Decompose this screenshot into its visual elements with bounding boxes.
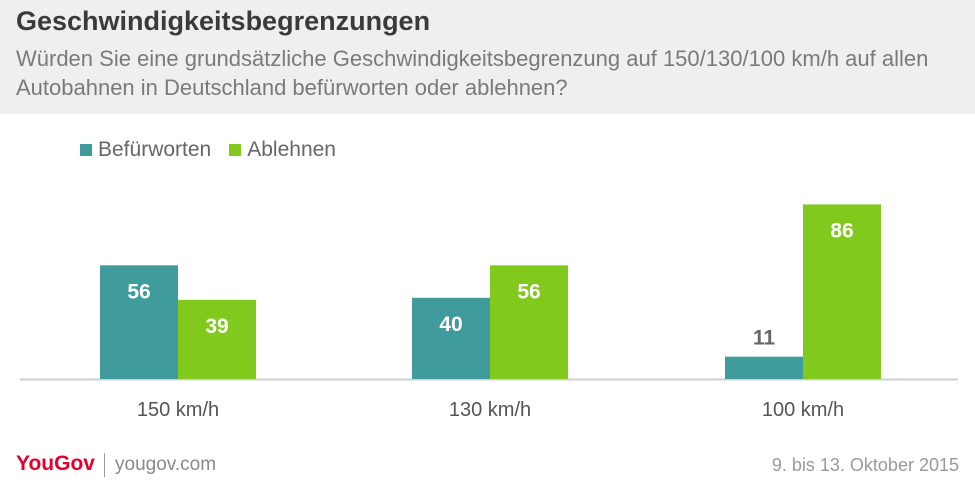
bar-ablehnen-2 [490, 265, 568, 379]
bar-befuerworten-3 [725, 356, 803, 379]
legend-label-befuerworten: Befürworten [98, 138, 212, 161]
data-label-befuerworten-2: 40 [439, 313, 462, 336]
data-label-ablehnen-1: 39 [205, 315, 228, 338]
legend-item-ablehnen: Ablehnen [229, 138, 336, 162]
footer-url: yougov.com [115, 454, 217, 475]
bar-ablehnen-1 [178, 299, 256, 379]
bar-befuerworten-1 [100, 265, 178, 379]
chart-legend: Befürworten Ablehnen [80, 138, 354, 162]
category-label-3: 100 km/h [762, 399, 844, 421]
yougov-logo: YouGov [16, 452, 95, 475]
bar-ablehnen-3 [803, 204, 881, 379]
data-label-befuerworten-3: 11 [753, 327, 776, 350]
legend-label-ablehnen: Ablehnen [247, 138, 336, 161]
legend-item-befuerworten: Befürworten [80, 138, 211, 162]
data-label-ablehnen-3: 86 [830, 219, 853, 242]
data-label-ablehnen-2: 56 [517, 280, 540, 303]
page-subtitle: Würden Sie eine grundsätzliche Geschwind… [16, 46, 929, 100]
page-title: Geschwindigkeitsbegrenzungen [16, 6, 431, 36]
category-label-2: 130 km/h [449, 399, 531, 421]
legend-swatch-ablehnen [229, 144, 242, 156]
data-label-befuerworten-1: 56 [127, 280, 150, 303]
survey-date: 9. bis 13. Oktober 2015 [771, 455, 959, 475]
footer-divider [104, 453, 105, 477]
bar-befuerworten-2 [412, 297, 490, 379]
legend-swatch-befuerworten [80, 144, 92, 156]
category-label-1: 150 km/h [137, 399, 219, 421]
header-band [0, 0, 975, 114]
